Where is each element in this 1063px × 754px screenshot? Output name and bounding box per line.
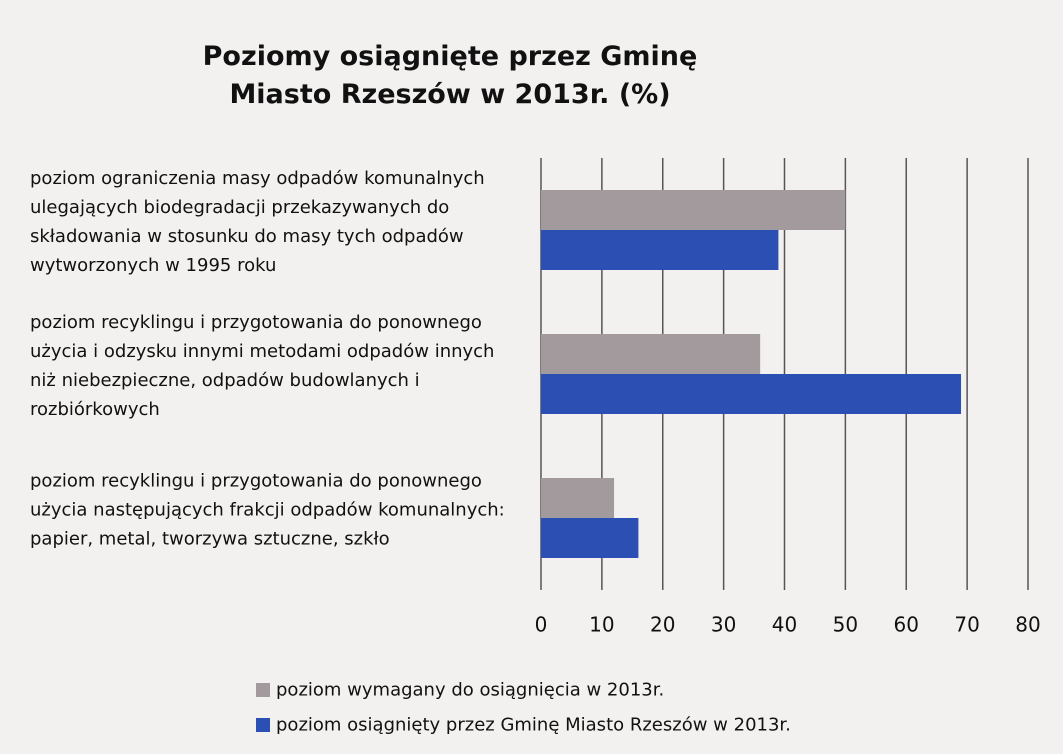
bar: [541, 334, 761, 374]
category-label: poziom ograniczenia masy odpadów komunal…: [30, 168, 485, 276]
category-label: poziom recyklingu i przygotowania do pon…: [30, 312, 495, 420]
x-tick-label: 40: [772, 613, 797, 637]
x-tick-label: 10: [589, 613, 614, 637]
legend-entry: poziom wymagany do osiągnięcia w 2013r.: [276, 679, 665, 701]
category-label: poziom recyklingu i przygotowania do pon…: [30, 470, 505, 550]
legend-entry: poziom osiągnięty przez Gminę Miasto Rze…: [276, 714, 791, 736]
legend-swatch: [256, 683, 270, 697]
x-tick-label: 0: [535, 613, 548, 637]
bar: [541, 478, 615, 518]
bar: [541, 190, 846, 230]
x-tick-label: 50: [833, 613, 858, 637]
bar: [541, 374, 962, 414]
bar: [541, 518, 639, 558]
x-tick-label: 30: [711, 613, 736, 637]
x-tick-label: 80: [1015, 613, 1040, 637]
chart-title: Poziomy osiągnięte przez Gminę Miasto Rz…: [202, 41, 698, 110]
x-tick-label: 60: [894, 613, 919, 637]
legend-swatch: [256, 718, 270, 732]
x-tick-label: 70: [954, 613, 979, 637]
x-tick-label: 20: [650, 613, 675, 637]
bar: [541, 230, 779, 270]
